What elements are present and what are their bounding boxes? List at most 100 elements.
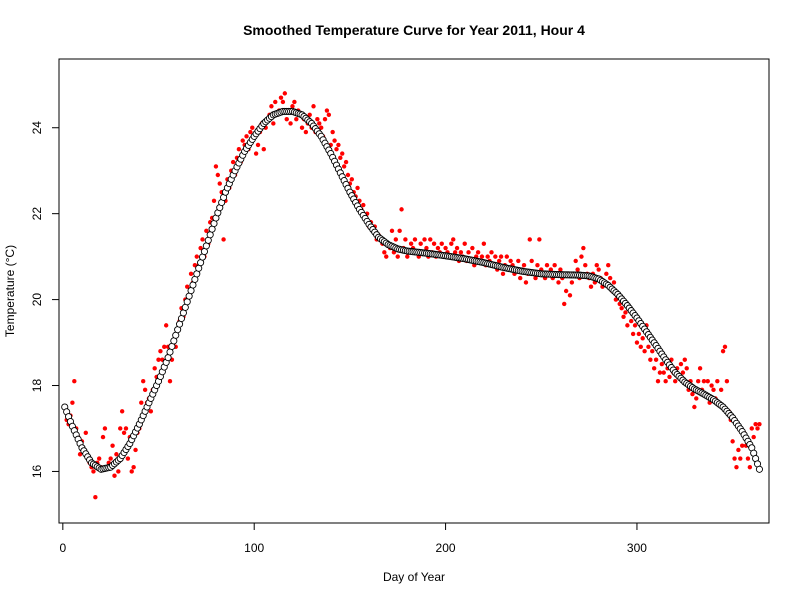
observed-point — [110, 443, 115, 448]
observed-point — [271, 121, 276, 126]
observed-point — [604, 271, 609, 277]
observed-point — [651, 366, 657, 371]
observed-point — [680, 370, 686, 375]
observed-point — [642, 348, 647, 354]
observed-point — [657, 370, 663, 375]
observed-point — [552, 263, 557, 268]
observed-point — [575, 267, 580, 272]
observed-point — [142, 387, 148, 393]
observed-point — [108, 456, 113, 461]
observed-point — [349, 177, 355, 182]
observed-point — [148, 409, 154, 414]
x-tick-label: 100 — [244, 541, 264, 555]
observed-point — [621, 314, 626, 319]
observed-point — [340, 151, 345, 156]
observed-point — [684, 366, 689, 371]
observed-point — [466, 250, 471, 255]
observed-point — [217, 181, 222, 186]
observed-point — [422, 237, 427, 242]
observed-point — [399, 207, 404, 212]
observed-point — [240, 138, 245, 143]
observed-point — [673, 379, 678, 384]
observed-point — [167, 379, 173, 384]
observed-point — [527, 237, 532, 242]
observed-point — [315, 116, 320, 122]
y-tick-label: 22 — [30, 207, 44, 221]
observed-point — [435, 245, 441, 251]
observed-point — [663, 379, 668, 384]
observed-point — [738, 456, 743, 461]
observed-point — [694, 396, 699, 401]
observed-point — [697, 366, 703, 371]
observed-point — [611, 280, 617, 285]
observed-point — [96, 456, 102, 461]
observed-point — [269, 104, 274, 109]
observed-point — [361, 202, 366, 208]
smoothed-point — [755, 465, 763, 473]
observed-point — [163, 323, 169, 328]
observed-point — [221, 237, 226, 242]
observed-point — [504, 254, 510, 259]
observed-point — [395, 254, 400, 259]
observed-point — [121, 430, 127, 435]
observed-point — [740, 443, 745, 448]
observed-point — [701, 379, 707, 384]
observed-point — [692, 404, 697, 410]
observed-point — [123, 426, 129, 431]
observed-point — [194, 254, 199, 259]
observed-point — [72, 379, 77, 384]
observed-point — [724, 379, 730, 384]
observed-point — [408, 241, 414, 246]
observed-point — [382, 250, 387, 255]
x-tick-label: 300 — [627, 541, 647, 555]
observed-point — [83, 430, 88, 435]
observed-point — [294, 116, 299, 122]
observed-point — [751, 434, 756, 440]
observed-point — [556, 280, 561, 285]
observed-point — [718, 387, 724, 393]
observed-point — [646, 344, 651, 350]
observed-point — [562, 301, 567, 307]
observed-point — [424, 245, 429, 251]
observed-point — [129, 469, 134, 474]
observed-point — [493, 254, 498, 259]
observed-point — [588, 284, 594, 289]
observed-point — [579, 254, 584, 259]
observed-point — [336, 142, 341, 148]
observed-point — [185, 284, 190, 289]
observed-point — [116, 469, 121, 474]
observed-point — [284, 116, 289, 122]
observed-point — [443, 245, 448, 251]
observed-point — [389, 228, 395, 234]
y-tick-label: 20 — [30, 293, 44, 307]
observed-point — [523, 280, 529, 285]
observed-point — [640, 336, 645, 341]
observed-point — [653, 357, 659, 362]
observed-point — [745, 456, 751, 461]
observed-point — [498, 254, 504, 259]
observed-point — [630, 331, 636, 337]
observed-point — [255, 142, 261, 148]
observed-point — [244, 134, 249, 139]
smoothed-series — [61, 107, 763, 473]
observed-point — [535, 263, 540, 268]
observed-point — [537, 237, 542, 242]
y-tick-label: 24 — [30, 121, 44, 135]
observed-point — [273, 99, 278, 105]
observed-point — [454, 245, 460, 251]
observed-point — [753, 421, 758, 427]
observed-point — [278, 95, 284, 100]
observed-point — [711, 387, 716, 393]
observed-point — [77, 452, 83, 457]
observed-point — [573, 258, 578, 264]
observed-point — [747, 464, 753, 470]
observed-point — [282, 91, 288, 96]
observed-point — [489, 250, 494, 255]
observed-point — [156, 357, 161, 362]
observed-point — [114, 452, 119, 457]
observed-point — [548, 267, 554, 272]
observed-point — [253, 151, 259, 156]
observed-point — [749, 426, 754, 431]
observed-point — [158, 348, 163, 354]
y-tick-label: 18 — [30, 379, 44, 393]
